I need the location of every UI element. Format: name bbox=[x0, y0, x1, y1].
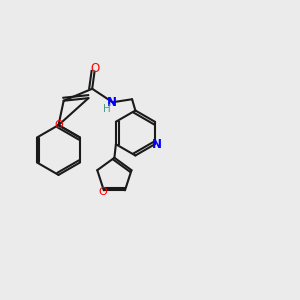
Text: H: H bbox=[103, 104, 110, 114]
Text: N: N bbox=[106, 96, 116, 109]
Text: O: O bbox=[54, 120, 63, 130]
Text: O: O bbox=[98, 187, 107, 197]
Text: O: O bbox=[90, 62, 99, 75]
Text: N: N bbox=[152, 138, 162, 151]
